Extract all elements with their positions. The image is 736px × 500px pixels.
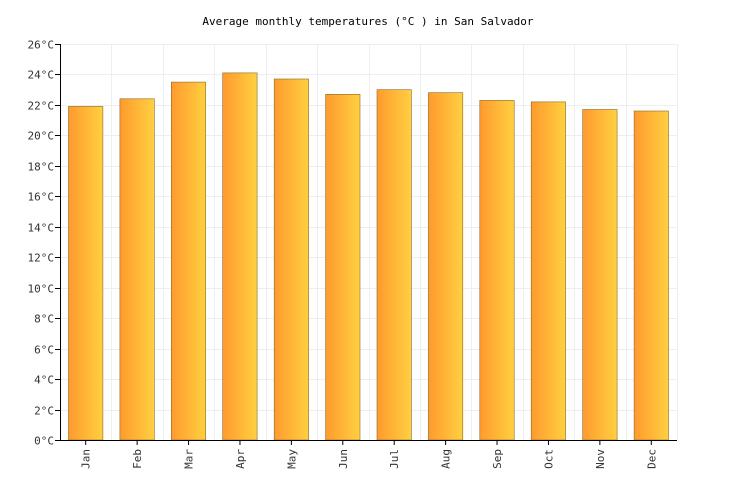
grid-lines bbox=[60, 44, 678, 441]
x-tick-label: Jun bbox=[337, 449, 350, 469]
bar-dec bbox=[633, 110, 669, 441]
y-tick-label: 14°C bbox=[28, 222, 55, 235]
y-tick-label: 10°C bbox=[28, 283, 55, 296]
y-axis-ticks: 0°C 2°C 4°C 6°C 8°C 10°C 12°C 14°C 16°C 18°C 20°C 2… bbox=[28, 39, 60, 448]
bar-mar bbox=[171, 81, 207, 441]
bar-may bbox=[273, 78, 309, 441]
chart-title: Average monthly temperatures (°C ) in Sa… bbox=[202, 15, 534, 28]
y-tick-label: 12°C bbox=[28, 252, 55, 265]
bars bbox=[68, 72, 669, 441]
y-tick-label: 6°C bbox=[34, 344, 54, 357]
x-tick-label: Jul bbox=[388, 449, 401, 469]
x-tick-label: Jan bbox=[80, 449, 93, 469]
y-tick-label: 16°C bbox=[28, 191, 55, 204]
y-tick-label: 26°C bbox=[28, 39, 55, 52]
bar-jul bbox=[376, 89, 412, 441]
bar-oct bbox=[530, 101, 566, 441]
y-tick-label: 18°C bbox=[28, 161, 55, 174]
bar-sep bbox=[479, 100, 515, 441]
x-tick-label: May bbox=[285, 449, 298, 469]
y-tick-label: 0°C bbox=[34, 435, 54, 448]
y-tick-label: 24°C bbox=[28, 69, 55, 82]
x-tick-label: Feb bbox=[131, 449, 144, 469]
x-tick-label: Mar bbox=[183, 449, 196, 469]
bar-aug bbox=[428, 92, 464, 441]
y-tick-label: 2°C bbox=[34, 405, 54, 418]
y-tick-label: 22°C bbox=[28, 100, 55, 113]
x-tick-label: Oct bbox=[542, 449, 555, 469]
bar-nov bbox=[582, 109, 618, 441]
x-tick-label: Apr bbox=[234, 449, 247, 469]
x-axis-ticks: Jan Feb Mar Apr May Jun Jul Aug Sep Oct Nov Dec bbox=[80, 440, 658, 469]
bar-feb bbox=[119, 98, 155, 441]
y-tick-label: 8°C bbox=[34, 313, 54, 326]
bar-jan bbox=[68, 106, 104, 441]
x-tick-label: Dec bbox=[645, 449, 658, 469]
y-tick-label: 20°C bbox=[28, 130, 55, 143]
x-tick-label: Aug bbox=[440, 449, 453, 469]
bar-apr bbox=[222, 72, 258, 441]
bar-jun bbox=[325, 94, 361, 441]
x-tick-label: Sep bbox=[491, 449, 504, 469]
y-tick-label: 4°C bbox=[34, 374, 54, 387]
x-tick-label: Nov bbox=[594, 449, 607, 469]
